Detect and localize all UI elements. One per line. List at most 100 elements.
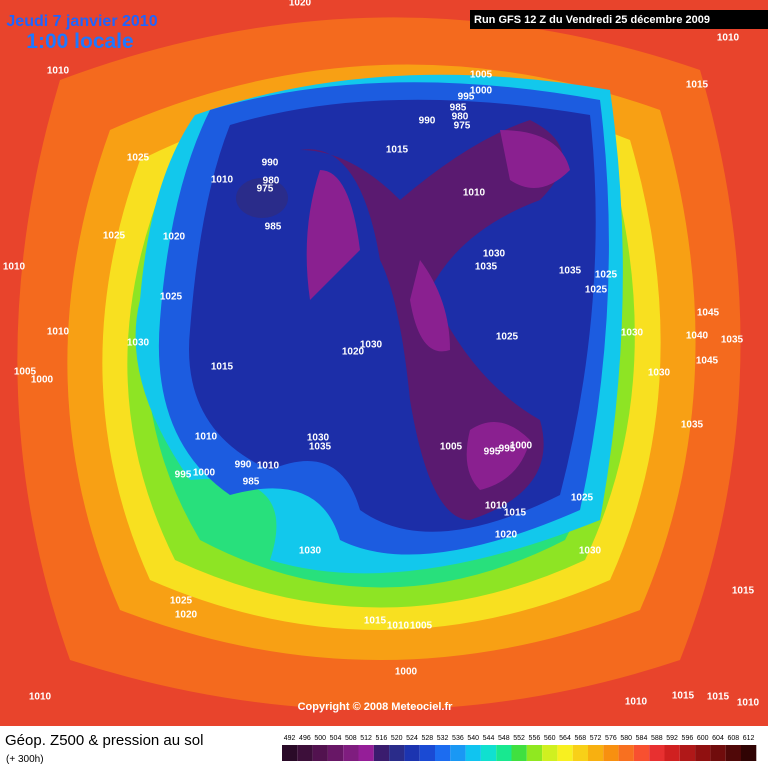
scale-label: 500 — [314, 735, 326, 742]
footer-subtitle: (+ 300h) — [6, 754, 44, 765]
pressure-label: 1015 — [672, 691, 695, 702]
pressure-label: 1045 — [697, 308, 720, 319]
pressure-label: 995 — [458, 92, 475, 103]
scale-swatch — [526, 745, 543, 761]
scale-label: 568 — [574, 735, 586, 742]
pressure-label: 1020 — [163, 232, 186, 243]
pressure-label: 1025 — [571, 493, 594, 504]
scale-label: 532 — [437, 735, 449, 742]
scale-label: 516 — [376, 735, 388, 742]
scale-label: 588 — [651, 735, 663, 742]
scale-label: 544 — [483, 735, 495, 742]
scale-label: 580 — [620, 735, 632, 742]
pressure-label: 1020 — [342, 347, 365, 358]
pressure-label: 1030 — [648, 368, 671, 379]
pressure-label: 1000 — [510, 441, 533, 452]
scale-label: 612 — [743, 735, 755, 742]
pressure-label: 1015 — [686, 80, 709, 91]
scale-label: 564 — [559, 735, 571, 742]
pressure-label: 1030 — [127, 338, 150, 349]
scale-label: 540 — [467, 735, 479, 742]
color-scale: 492 496 500 504 508 512 516 520 524 528 532 536 540 5… — [282, 735, 757, 761]
pressure-label: 1010 — [485, 501, 508, 512]
scale-label: 520 — [391, 735, 403, 742]
pressure-label: 1000 — [193, 468, 216, 479]
pressure-label: 1010 — [625, 697, 648, 708]
pressure-label: 1005 — [470, 70, 493, 81]
pressure-label: 1035 — [309, 442, 332, 453]
pressure-label: 1015 — [504, 508, 527, 519]
scale-swatch — [419, 745, 435, 761]
scale-label: 496 — [299, 735, 311, 742]
scale-swatch — [649, 745, 665, 761]
pressure-label: 1010 — [47, 327, 70, 338]
pressure-label: 1035 — [721, 335, 744, 346]
scale-swatch — [679, 745, 696, 761]
pressure-label: 1040 — [686, 331, 709, 342]
pressure-label: 1015 — [732, 586, 755, 597]
scale-swatch — [480, 745, 497, 761]
scale-label: 524 — [406, 735, 418, 742]
scale-label: 508 — [345, 735, 357, 742]
pressure-label: 1010 — [195, 432, 218, 443]
scale-swatch — [572, 745, 588, 761]
pressure-label: 1035 — [475, 262, 498, 273]
pressure-label: 1030 — [483, 249, 506, 260]
pressure-label: 980 — [263, 176, 280, 187]
scale-label: 596 — [682, 735, 694, 742]
scale-swatch — [557, 745, 573, 761]
pressure-label: 990 — [419, 116, 436, 127]
pressure-label: 1000 — [395, 667, 418, 678]
pressure-label: 1045 — [696, 356, 719, 367]
scale-swatch — [404, 745, 420, 761]
scale-swatch — [588, 745, 604, 761]
pressure-label: 1025 — [496, 332, 519, 343]
pressure-label: 1025 — [170, 596, 193, 607]
pressure-label: 1015 — [211, 362, 234, 373]
scale-swatch — [282, 745, 298, 761]
scale-swatch — [695, 745, 711, 761]
pressure-label: 1015 — [364, 616, 387, 627]
pressure-label: 1025 — [585, 285, 608, 296]
scale-swatch — [725, 745, 741, 761]
pressure-label: 980 — [452, 112, 469, 123]
scale-swatch — [297, 745, 313, 761]
forecast-time: 1:00 locale — [26, 30, 133, 53]
pressure-label: 990 — [262, 158, 279, 169]
pressure-label: 1030 — [621, 328, 644, 339]
scale-label: 584 — [636, 735, 648, 742]
scale-label: 528 — [421, 735, 433, 742]
scale-label: 576 — [605, 735, 617, 742]
scale-label: 504 — [330, 735, 342, 742]
scale-label: 560 — [544, 735, 556, 742]
pressure-label: 1015 — [707, 692, 730, 703]
scale-swatch — [373, 745, 390, 761]
pressure-label: 1005 — [14, 367, 37, 378]
scale-swatch — [312, 745, 328, 761]
pressure-label: 975 — [257, 184, 274, 195]
pressure-label: 1000 — [31, 375, 54, 386]
pressure-label: 985 — [265, 222, 282, 233]
scale-swatch — [496, 745, 512, 761]
scale-swatch — [741, 745, 757, 761]
pressure-label: 1010 — [257, 461, 280, 472]
pressure-label: 1020 — [289, 0, 312, 9]
pressure-label: 995 — [499, 444, 516, 455]
pressure-label: 1030 — [360, 340, 383, 351]
scale-label: 572 — [590, 735, 602, 742]
scale-swatch — [389, 745, 405, 761]
pressure-label: 990 — [235, 460, 252, 471]
pressure-label: 1010 — [3, 262, 26, 273]
pressure-label: 1025 — [127, 153, 150, 164]
pressure-label: 1025 — [103, 231, 126, 242]
pressure-label: 1010 — [211, 175, 234, 186]
pressure-label: 1010 — [737, 698, 760, 709]
run-info: Run GFS 12 Z du Vendredi 25 décembre 200… — [474, 14, 710, 26]
scale-swatch — [664, 745, 680, 761]
pressure-label: 975 — [454, 121, 471, 132]
scale-label: 604 — [712, 735, 724, 742]
pressure-label: 1035 — [559, 266, 582, 277]
pressure-label: 1030 — [307, 433, 330, 444]
